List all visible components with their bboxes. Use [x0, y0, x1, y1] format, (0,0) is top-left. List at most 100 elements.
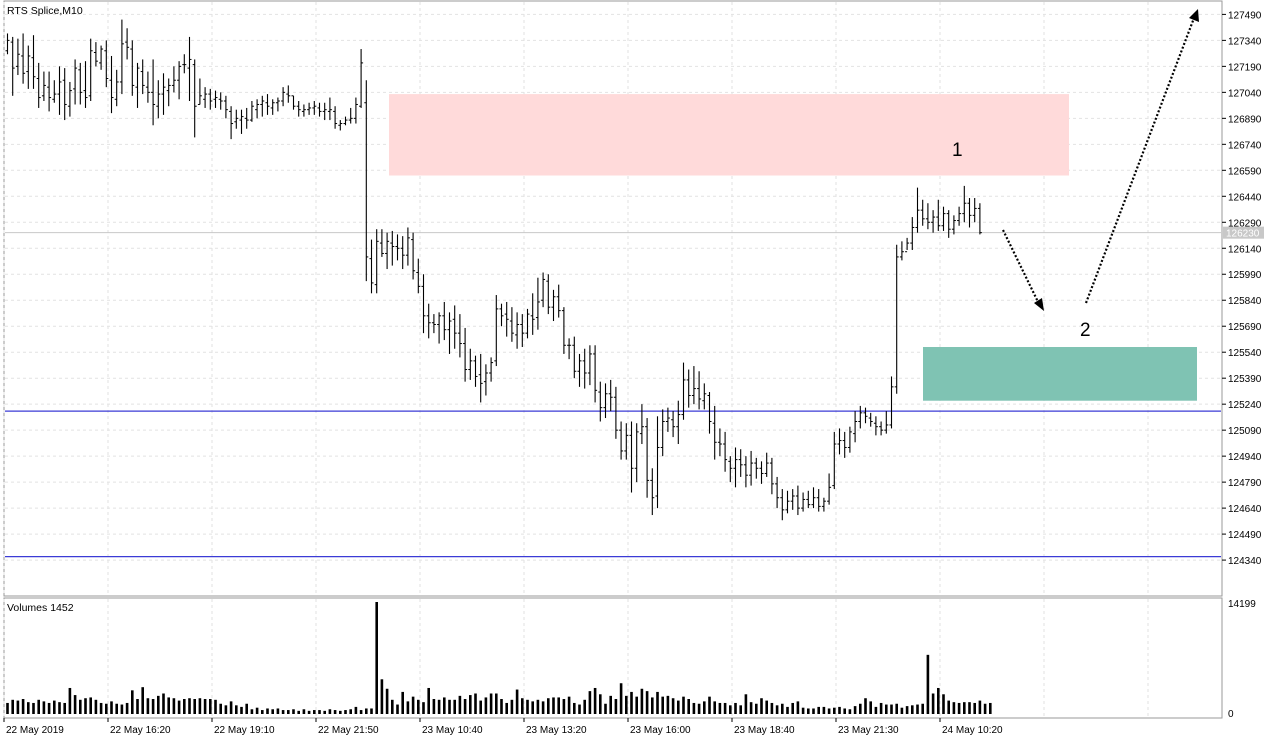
ohlc-bar[interactable]	[364, 80, 369, 282]
ohlc-bar[interactable]	[15, 38, 20, 76]
ohlc-bar[interactable]	[286, 85, 291, 103]
ohlc-bar[interactable]	[951, 215, 956, 235]
ohlc-bar[interactable]	[473, 355, 478, 387]
ohlc-bar[interactable]	[858, 405, 863, 429]
ohlc-bar[interactable]	[816, 489, 821, 512]
ohlc-bar[interactable]	[801, 492, 806, 512]
ohlc-bar[interactable]	[327, 97, 332, 121]
ohlc-bar[interactable]	[889, 376, 894, 429]
ohlc-bar[interactable]	[156, 80, 161, 119]
ohlc-bar[interactable]	[223, 95, 228, 119]
ohlc-bar[interactable]	[603, 383, 608, 419]
ohlc-bar[interactable]	[374, 229, 379, 294]
ohlc-bar[interactable]	[338, 120, 343, 131]
ohlc-bar[interactable]	[104, 40, 109, 88]
price-axis[interactable]: 127490 127340 127190 127040 126890 126740 1265…	[1222, 10, 1264, 567]
ohlc-bar[interactable]	[312, 101, 317, 115]
ohlc-bar[interactable]	[281, 87, 286, 107]
ohlc-bar[interactable]	[785, 490, 790, 514]
ohlc-bar[interactable]	[754, 457, 759, 479]
ohlc-bar[interactable]	[379, 229, 384, 257]
ohlc-bar[interactable]	[359, 49, 364, 108]
ohlc-bar[interactable]	[234, 109, 239, 129]
ohlc-bar[interactable]	[842, 431, 847, 458]
ohlc-bar[interactable]	[790, 489, 795, 510]
ohlc-bar[interactable]	[671, 411, 676, 438]
ohlc-bar[interactable]	[697, 371, 702, 410]
ohlc-bar[interactable]	[920, 199, 925, 226]
ohlc-bar[interactable]	[208, 88, 213, 110]
ohlc-bar[interactable]	[431, 314, 436, 334]
ohlc-bar[interactable]	[187, 36, 192, 102]
ohlc-bar[interactable]	[31, 35, 36, 89]
ohlc-bar[interactable]	[530, 293, 535, 335]
ohlc-bar[interactable]	[239, 109, 244, 134]
ohlc-bar[interactable]	[515, 312, 520, 349]
ohlc-bar[interactable]	[62, 68, 67, 121]
ohlc-bar[interactable]	[551, 289, 556, 322]
ohlc-bar[interactable]	[629, 421, 634, 493]
ohlc-bar[interactable]	[177, 61, 182, 100]
ohlc-bar[interactable]	[853, 411, 858, 443]
ohlc-bar[interactable]	[905, 237, 910, 253]
ohlc-bar[interactable]	[307, 102, 312, 115]
ohlc-bar[interactable]	[936, 199, 941, 231]
ohlc-bar[interactable]	[504, 301, 509, 337]
ohlc-bar[interactable]	[707, 392, 712, 434]
ohlc-bar[interactable]	[218, 92, 223, 110]
ohlc-bar[interactable]	[457, 314, 462, 358]
ohlc-bar[interactable]	[468, 348, 473, 380]
ohlc-bar[interactable]	[873, 416, 878, 436]
ohlc-bar[interactable]	[561, 307, 566, 354]
ohlc-bar[interactable]	[655, 416, 660, 509]
ohlc-bar[interactable]	[41, 71, 46, 102]
ohlc-bar[interactable]	[847, 426, 852, 453]
ohlc-bar[interactable]	[26, 45, 31, 89]
ohlc-bar[interactable]	[837, 428, 842, 455]
ohlc-bar[interactable]	[275, 97, 280, 112]
ohlc-bar[interactable]	[494, 295, 499, 367]
ohlc-bar[interactable]	[135, 62, 140, 108]
volume-plot-area[interactable]	[3, 597, 1223, 719]
ohlc-bar[interactable]	[260, 95, 265, 117]
ohlc-bar[interactable]	[416, 258, 421, 294]
ohlc-bar[interactable]	[249, 101, 254, 122]
ohlc-bar[interactable]	[686, 369, 691, 408]
ohlc-bar[interactable]	[520, 314, 525, 348]
ohlc-bar[interactable]	[749, 450, 754, 486]
ohlc-bar[interactable]	[567, 338, 572, 360]
ohlc-bar[interactable]	[572, 336, 577, 379]
ohlc-bars[interactable]	[5, 19, 982, 521]
ohlc-bar[interactable]	[67, 81, 72, 117]
ohlc-bar[interactable]	[52, 80, 57, 103]
ohlc-bar[interactable]	[691, 366, 696, 405]
ohlc-bar[interactable]	[405, 227, 410, 266]
ohlc-bar[interactable]	[806, 490, 811, 509]
ohlc-bar[interactable]	[723, 431, 728, 472]
ohlc-bar[interactable]	[93, 42, 98, 67]
ohlc-bar[interactable]	[624, 423, 629, 460]
ohlc-bar[interactable]	[660, 409, 665, 457]
ohlc-bar[interactable]	[140, 59, 145, 95]
ohlc-bar[interactable]	[925, 203, 930, 230]
ohlc-bar[interactable]	[390, 230, 395, 266]
ohlc-bar[interactable]	[265, 94, 270, 115]
ohlc-bar[interactable]	[151, 59, 156, 126]
ohlc-bar[interactable]	[832, 431, 837, 490]
ohlc-bar[interactable]	[863, 407, 868, 424]
ohlc-bar[interactable]	[442, 301, 447, 341]
ohlc-bar[interactable]	[764, 452, 769, 477]
ohlc-bar[interactable]	[125, 28, 130, 60]
ohlc-bar[interactable]	[73, 59, 78, 105]
ohlc-bar[interactable]	[21, 33, 26, 84]
ohlc-bar[interactable]	[598, 381, 603, 422]
ohlc-bar[interactable]	[353, 97, 358, 124]
ohlc-bar[interactable]	[99, 45, 104, 70]
ohlc-bar[interactable]	[348, 107, 353, 124]
ohlc-bar[interactable]	[556, 284, 561, 318]
ohlc-bar[interactable]	[478, 353, 483, 403]
ohlc-bar[interactable]	[608, 379, 613, 412]
ohlc-bar[interactable]	[463, 327, 468, 382]
ohlc-bar[interactable]	[957, 206, 962, 226]
ohlc-bar[interactable]	[712, 405, 717, 460]
